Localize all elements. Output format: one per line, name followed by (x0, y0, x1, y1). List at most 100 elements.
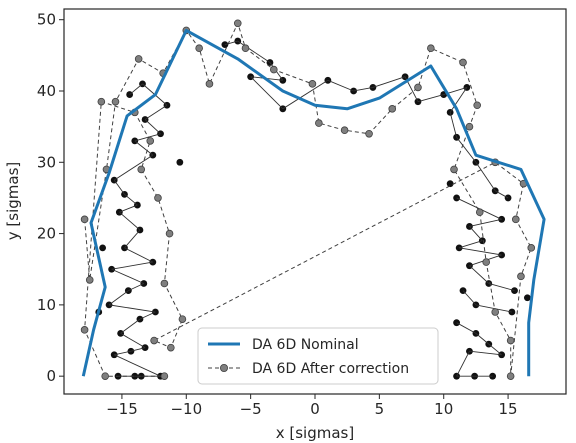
mesh-link (449, 87, 468, 113)
y-axis-ticks: 0 10 20 30 40 50 (37, 11, 64, 385)
after-correction-point (308, 80, 317, 88)
mesh-link (469, 350, 502, 356)
x-tick-label: −5 (240, 400, 262, 418)
after-correction-point (80, 215, 89, 224)
mesh-link (144, 119, 161, 135)
after-correction-point (340, 126, 349, 135)
mesh-link (113, 179, 125, 195)
after-correction-point (167, 343, 175, 352)
after-correction-point (517, 272, 525, 281)
mesh-link (456, 137, 477, 163)
mesh-link (469, 265, 490, 284)
after-correction-point (178, 315, 187, 323)
after-correction-point (270, 65, 278, 74)
mesh-link (111, 261, 153, 270)
y-tick-label: 40 (37, 82, 56, 100)
mesh-link (114, 354, 161, 377)
mesh-link (475, 333, 490, 345)
after-correction-point (315, 119, 323, 127)
legend-box (197, 327, 439, 385)
after-correction-point (459, 58, 467, 67)
tracking-point (176, 158, 184, 166)
after-correction-point (137, 165, 146, 174)
tracking-point (446, 180, 454, 188)
after-correction-point (506, 372, 515, 380)
tracking-point (234, 37, 242, 45)
mesh-link (120, 333, 146, 349)
x-axis-title: x [sigmas] (276, 424, 354, 442)
after-correction-point (85, 276, 94, 284)
plot-area (80, 19, 546, 380)
after-correction-point (134, 55, 143, 63)
mesh-link (111, 268, 144, 284)
mesh-link (113, 154, 154, 181)
after-correction-point (80, 326, 89, 334)
legend-correction-marker (219, 363, 228, 372)
mesh-link (353, 86, 374, 92)
tracking-point (140, 280, 148, 287)
mesh-link (494, 190, 509, 199)
mesh-link (327, 79, 354, 92)
after-correction-point (233, 19, 242, 28)
tracking-point (99, 244, 107, 252)
after-correction-point (150, 336, 158, 345)
mesh-link (120, 318, 141, 334)
after-correction-point (388, 105, 397, 113)
x-tick-label: −15 (106, 400, 138, 418)
mesh-link (488, 343, 502, 356)
after-correction-point (146, 137, 155, 145)
mesh-link (250, 76, 284, 110)
x-tick-label: 5 (375, 400, 385, 418)
tracking-point (523, 294, 531, 302)
legend-correction-label: DA 6D After correction (252, 361, 409, 377)
mesh-link (139, 311, 156, 320)
mesh-link (114, 350, 132, 356)
mesh-link (456, 322, 477, 334)
after-correction-point (482, 258, 490, 266)
after-correction-point (511, 215, 520, 224)
mesh-link (130, 347, 146, 352)
legend-nominal-label: DA 6D Nominal (252, 337, 359, 353)
series-after-correction-line (84, 21, 532, 377)
mesh-link (224, 40, 238, 46)
mesh-link (456, 351, 470, 377)
after-correction-point (527, 244, 536, 252)
y-tick-label: 10 (37, 296, 56, 314)
y-tick-label: 30 (37, 153, 56, 171)
mesh-link (119, 204, 138, 213)
mesh-link (372, 76, 406, 88)
mesh-link (144, 104, 168, 120)
tracking-point (141, 344, 149, 352)
mesh-link (128, 283, 144, 292)
after-correction-point (427, 44, 435, 53)
mesh-link (488, 283, 515, 292)
x-tick-label: −10 (170, 400, 202, 418)
after-correction-point (205, 80, 214, 88)
after-correction-point (111, 97, 120, 106)
y-tick-label: 20 (37, 225, 56, 243)
mesh-link (237, 40, 271, 63)
mesh-link (134, 133, 161, 142)
mesh-link (459, 240, 483, 249)
mesh-link (108, 290, 129, 306)
after-correction-point (506, 336, 515, 345)
mesh-link (462, 290, 477, 306)
mesh-link (124, 194, 138, 206)
y-axis-title: y [sigmas] (4, 162, 22, 240)
x-tick-label: 15 (499, 400, 518, 418)
after-correction-point (465, 122, 474, 131)
x-tick-label: 0 (310, 400, 320, 418)
after-correction-point (160, 279, 169, 288)
mesh-link (119, 211, 141, 231)
mesh-link (134, 140, 154, 156)
mesh-link (469, 218, 502, 227)
after-correction-point (101, 372, 109, 380)
mesh-link (124, 247, 154, 263)
after-correction-point (195, 44, 203, 53)
after-correction-point (475, 208, 484, 216)
mesh-link (449, 112, 458, 138)
mesh-link (108, 304, 156, 313)
mesh-link (282, 79, 329, 110)
after-correction-point (414, 83, 422, 92)
